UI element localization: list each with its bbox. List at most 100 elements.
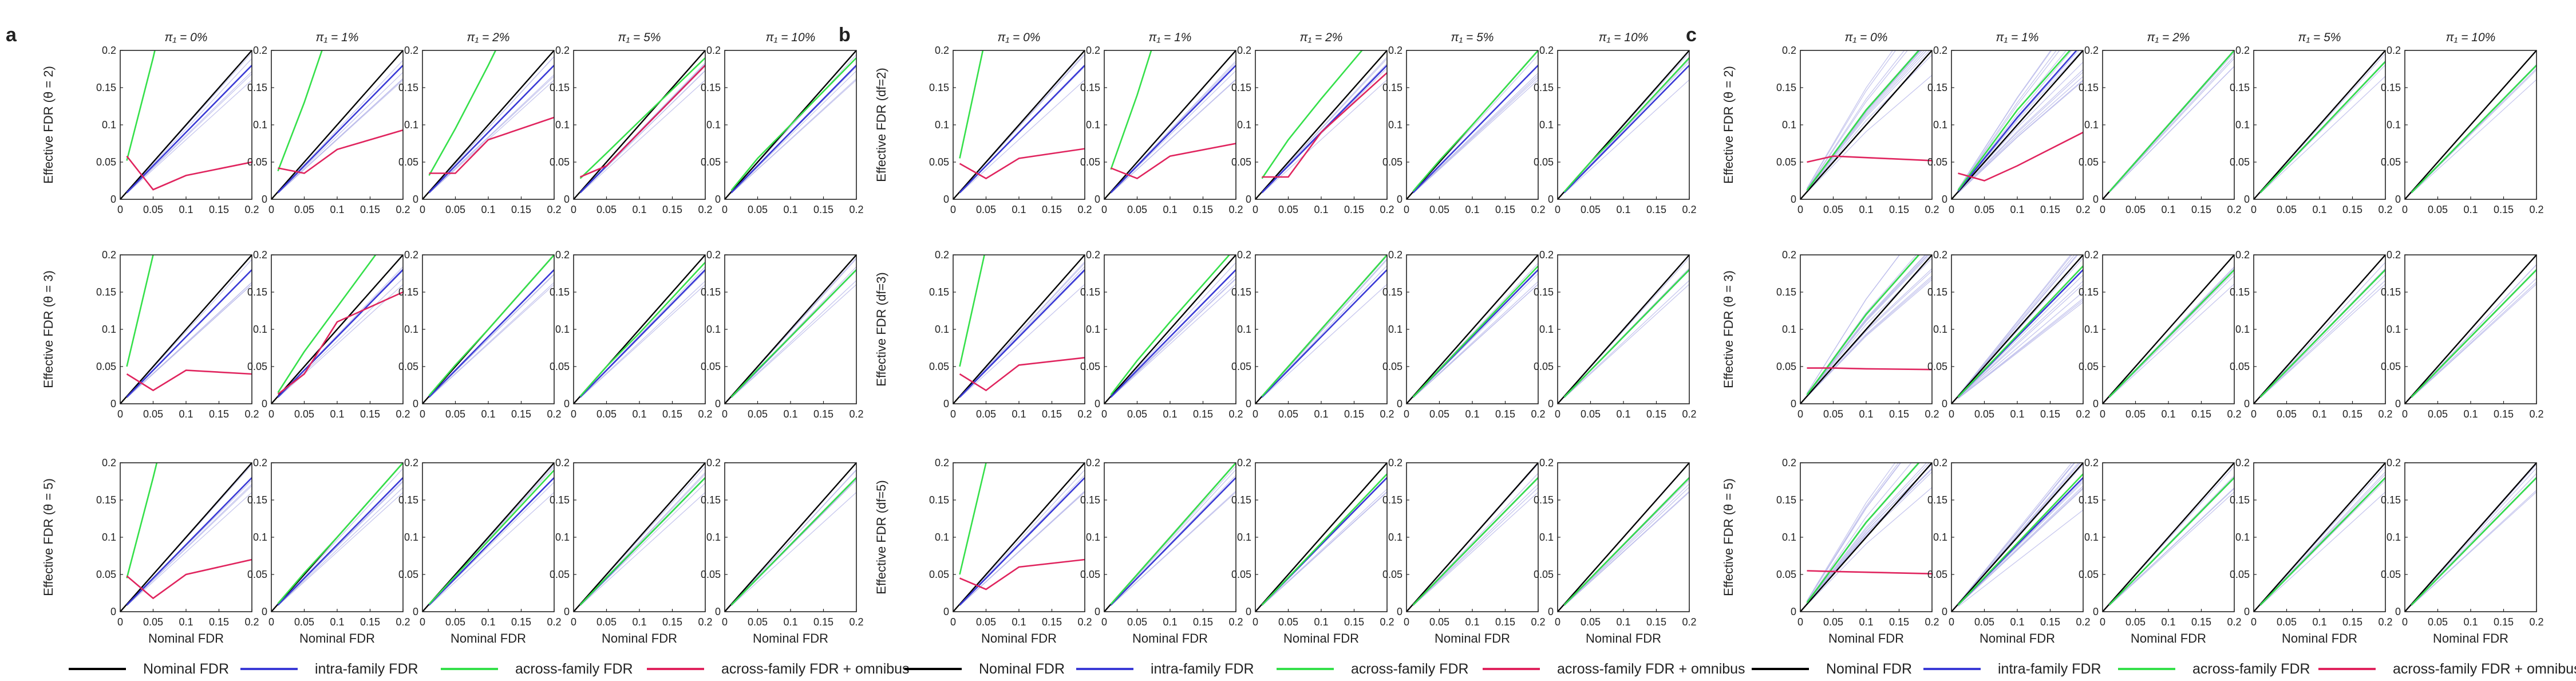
y-tick-label: 0.15	[701, 494, 721, 506]
x-tick-label: 0.15	[1344, 408, 1364, 420]
replicate-line	[1957, 50, 2057, 190]
y-tick-label: 0.15	[1231, 494, 1251, 506]
across-family-line	[579, 57, 705, 179]
nominal-fdr-line	[271, 254, 404, 404]
y-tick-label: 0.2	[1086, 45, 1100, 56]
x-tick-label: 0.05	[1823, 408, 1843, 420]
intra-family-line	[126, 65, 252, 194]
x-tick-label: 0	[117, 204, 123, 215]
x-tick-label: 0.05	[445, 204, 465, 215]
intra-family-line	[277, 65, 403, 194]
x-tick-label: 0	[571, 204, 576, 215]
x-axis-label: Nominal FDR	[1435, 631, 1510, 645]
panel-letter-c: c	[1686, 24, 1697, 46]
across-family-line	[2259, 477, 2385, 606]
y-tick-label: 0.1	[1086, 324, 1100, 335]
x-tick-label: 0	[268, 204, 274, 215]
x-tick-label: 0.15	[2040, 204, 2060, 215]
y-tick-label: 0.2	[2235, 45, 2250, 56]
y-tick-label: 0.05	[398, 156, 418, 168]
y-tick-label: 0	[262, 194, 267, 205]
x-tick-label: 0.1	[632, 616, 646, 628]
y-tick-label: 0.15	[701, 82, 721, 93]
column-title-c-0: π₁ = 0%	[1845, 31, 1888, 44]
x-tick-label: 0	[2100, 204, 2105, 215]
x-tick-label: 0	[571, 616, 576, 628]
x-tick-label: 0.15	[511, 408, 531, 420]
y-tick-label: 0.1	[1237, 324, 1251, 335]
nominal-fdr-line	[1255, 462, 1388, 612]
y-tick-label: 0.15	[2381, 82, 2401, 93]
x-tick-label: 0.2	[1531, 204, 1545, 215]
x-tick-label: 0.15	[662, 616, 682, 628]
y-tick-label: 0.1	[2084, 324, 2099, 335]
replicate-line	[1413, 281, 1538, 398]
y-tick-label: 0	[2244, 398, 2250, 410]
x-tick-label: 0.2	[244, 616, 259, 628]
y-tick-label: 0	[715, 606, 721, 617]
y-tick-label: 0.1	[253, 119, 267, 131]
x-tick-label: 0.2	[2529, 408, 2543, 420]
replicate-line	[2109, 66, 2234, 193]
y-tick-label: 0.05	[1080, 361, 1100, 372]
omnibus-line	[277, 291, 403, 395]
y-tick-label: 0.05	[247, 156, 267, 168]
x-tick-label: 0	[1404, 204, 1409, 215]
legend-label-nominal: Nominal FDR	[143, 660, 230, 677]
y-tick-label: 0.2	[1237, 457, 1251, 469]
y-tick-label: 0.15	[1776, 82, 1796, 93]
x-tick-label: 0.1	[1616, 204, 1630, 215]
y-tick-label: 0.05	[1080, 156, 1100, 168]
y-tick-label: 0.05	[550, 156, 570, 168]
x-tick-label: 0.05	[2428, 616, 2448, 628]
replicate-line	[1111, 78, 1236, 194]
y-tick-label: 0.1	[2387, 532, 2401, 543]
replicate-line	[731, 492, 856, 607]
x-tick-label: 0.1	[2463, 204, 2478, 215]
omnibus-line	[126, 558, 252, 600]
y-tick-label: 0.15	[929, 286, 949, 298]
x-tick-label: 0.1	[481, 204, 495, 215]
y-tick-label: 0.1	[1782, 119, 1796, 131]
replicate-line	[1564, 79, 1689, 194]
nominal-fdr-line	[953, 50, 1085, 200]
x-tick-label: 0	[1797, 616, 1803, 628]
x-tick-label: 0.1	[179, 408, 193, 420]
replicate-line	[1807, 279, 1932, 397]
y-tick-label: 0	[1942, 606, 1947, 617]
across-family-line	[730, 477, 856, 606]
y-tick-label: 0.05	[550, 361, 570, 372]
y-tick-label: 0.15	[96, 286, 116, 298]
column-title-c-1: π₁ = 1%	[1996, 31, 2039, 44]
x-tick-label: 0.15	[360, 616, 380, 628]
y-tick-label: 0.15	[929, 494, 949, 506]
y-tick-label: 0	[715, 398, 721, 410]
legend-item-nominal: Nominal FDR	[69, 659, 229, 679]
across-family-line	[126, 255, 154, 367]
x-tick-label: 0.2	[2076, 204, 2090, 215]
legend-swatch-intra-c	[1923, 668, 1981, 670]
legend-item-intra: intra-family FDR	[240, 659, 418, 679]
y-tick-label: 0.1	[1237, 119, 1251, 131]
nominal-fdr-line	[1951, 462, 2084, 612]
x-tick-label: 0.15	[2342, 204, 2362, 215]
y-tick-label: 0.05	[1231, 569, 1251, 580]
legend-swatch-across	[441, 668, 498, 670]
row-label-c-1: Effective FDR (θ = 3)	[1721, 270, 1736, 388]
x-tick-label: 0.1	[2161, 204, 2175, 215]
replicate-line	[1111, 284, 1236, 399]
x-tick-label: 0.2	[1925, 616, 1939, 628]
x-tick-label: 0.2	[2227, 408, 2241, 420]
omnibus-line	[1958, 131, 2083, 182]
y-tick-label: 0	[1246, 606, 1251, 617]
replicate-line	[731, 469, 856, 605]
omnibus-line	[959, 558, 1085, 591]
intra-family-line	[1110, 477, 1236, 606]
figure-legend: Nominal FDR intra-family FDR across-fami…	[0, 659, 2576, 679]
x-tick-label: 0	[722, 616, 728, 628]
y-tick-label: 0	[413, 398, 418, 410]
nominal-fdr-line	[1800, 254, 1933, 404]
x-tick-label: 0.05	[1278, 616, 1298, 628]
replicate-line	[2260, 491, 2385, 607]
x-tick-label: 0.2	[849, 204, 863, 215]
